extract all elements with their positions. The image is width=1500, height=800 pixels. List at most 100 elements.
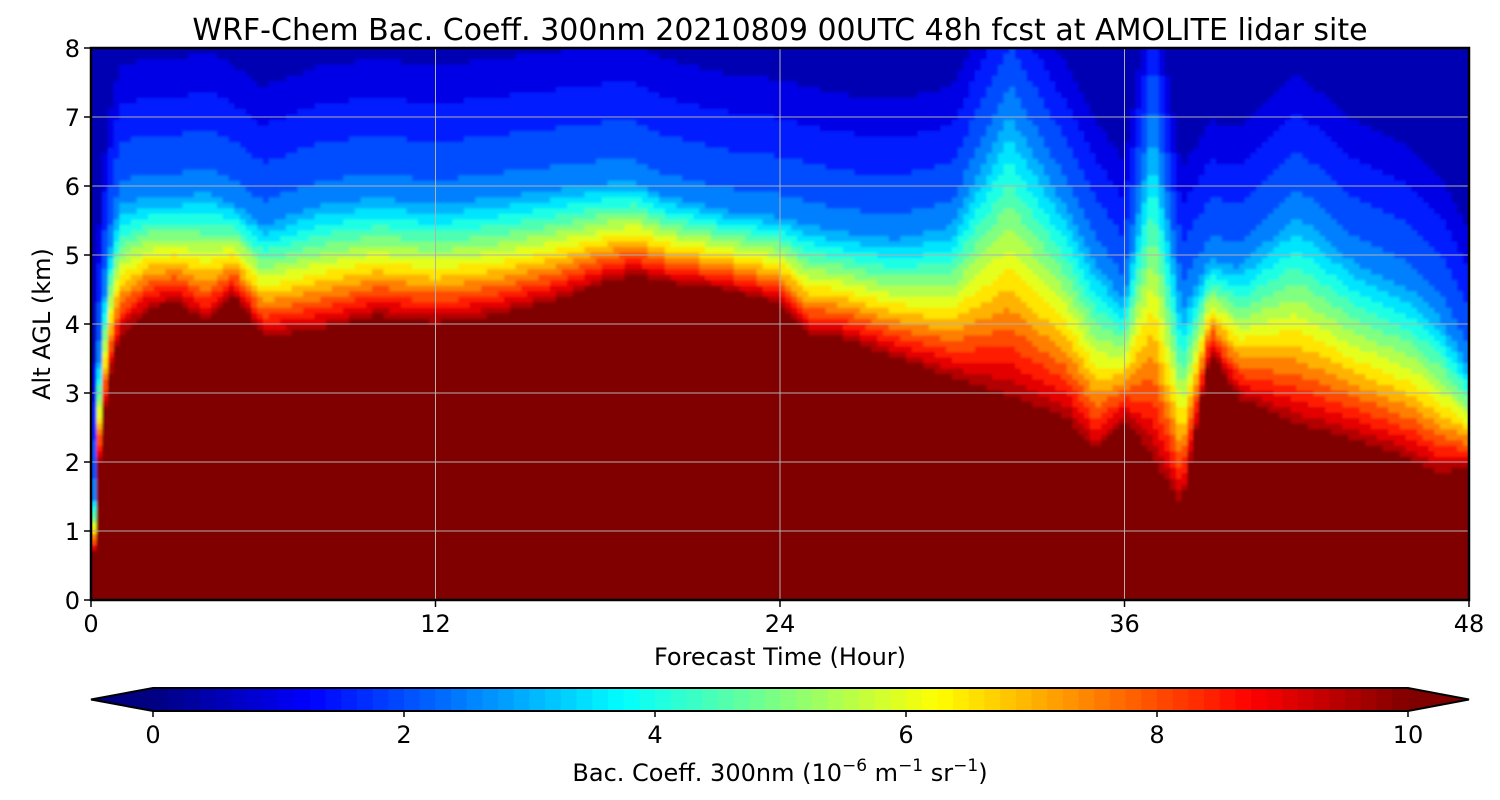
field-cell [550, 163, 557, 192]
field-cell [957, 147, 965, 187]
field-cell [659, 202, 666, 209]
field-cell [693, 102, 700, 143]
field-cell [1302, 334, 1309, 352]
field-cell [1290, 345, 1298, 358]
field-cell [1250, 113, 1257, 154]
field-cell [1078, 400, 1085, 413]
field-cell [1244, 268, 1252, 286]
field-cell [1233, 296, 1240, 308]
field-cell [217, 136, 224, 176]
field-cell [837, 207, 844, 231]
field-cell [900, 312, 907, 325]
field-cell [234, 262, 241, 270]
field-cell [1009, 290, 1016, 314]
field-cell [285, 307, 293, 314]
field-cell [285, 290, 293, 297]
field-cell [1428, 362, 1435, 374]
field-cell [463, 274, 471, 281]
field-cell [1405, 417, 1412, 430]
field-cell [659, 196, 666, 203]
field-cell [274, 80, 281, 121]
field-cell [372, 58, 379, 98]
field-cell [693, 262, 700, 270]
field-cell [481, 274, 488, 281]
field-cell [165, 301, 172, 600]
colorbar-segment [717, 688, 734, 711]
field-cell [303, 229, 310, 242]
field-cell [176, 240, 184, 248]
field-cell [125, 296, 132, 308]
field-cell [176, 279, 184, 286]
field-cell [808, 279, 815, 286]
field-cell [969, 307, 976, 325]
field-cell [745, 257, 752, 264]
field-cell [1371, 378, 1378, 391]
field-cell [1445, 378, 1453, 391]
field-cell [1084, 340, 1091, 352]
field-cell [1302, 400, 1309, 419]
field-cell [595, 224, 603, 231]
field-cell [894, 334, 901, 347]
field-cell [1055, 329, 1062, 347]
field-cell [957, 262, 965, 281]
field-cell [819, 285, 827, 297]
field-cell [354, 262, 362, 275]
field-cell [435, 285, 442, 292]
field-cell [469, 229, 476, 236]
field-cell [211, 169, 218, 198]
field-cell [1394, 445, 1401, 452]
field-cell [440, 229, 448, 242]
field-cell [119, 312, 126, 319]
field-cell [762, 296, 769, 600]
field-cell [1348, 345, 1355, 358]
field-cell [590, 246, 597, 253]
field-cell [1411, 191, 1418, 231]
field-cell [1193, 285, 1200, 297]
field-cell [113, 48, 121, 82]
field-cell [395, 296, 402, 303]
field-cell [498, 48, 505, 60]
field-cell [1233, 163, 1240, 203]
field-cell [176, 262, 184, 270]
field-cell [1239, 340, 1246, 347]
field-cell [1055, 400, 1062, 413]
field-cell [653, 224, 660, 236]
field-cell [234, 69, 241, 110]
field-cell [624, 196, 632, 209]
field-cell [349, 301, 356, 308]
field-cell [779, 246, 787, 253]
field-cell [481, 58, 488, 98]
field-cell [888, 351, 896, 358]
field-cell [957, 279, 965, 292]
field-cell [693, 64, 700, 104]
field-cell [555, 207, 563, 214]
field-cell [544, 218, 551, 225]
field-cell [165, 48, 172, 60]
field-cell [1233, 48, 1240, 126]
field-cell [194, 130, 201, 170]
field-cell [951, 235, 959, 248]
field-cell [785, 235, 792, 242]
field-cell [1284, 417, 1292, 600]
field-cell [1193, 48, 1200, 148]
field-cell [641, 246, 649, 253]
field-cell [710, 235, 718, 242]
field-cell [630, 274, 637, 600]
field-cell [320, 312, 327, 325]
field-cell [550, 235, 557, 242]
field-cell [262, 285, 270, 292]
colorbar-segment [576, 688, 593, 711]
field-cell [251, 268, 258, 275]
field-cell [423, 274, 431, 286]
field-cell [722, 108, 729, 148]
field-cell [848, 301, 855, 308]
field-cell [1434, 461, 1441, 474]
field-cell [883, 274, 890, 286]
field-cell [1181, 489, 1188, 600]
field-cell [814, 235, 821, 248]
field-cell [963, 58, 970, 98]
field-cell [584, 191, 591, 203]
field-cell [550, 130, 557, 165]
field-cell [1451, 412, 1458, 424]
field-cell [1106, 218, 1114, 259]
